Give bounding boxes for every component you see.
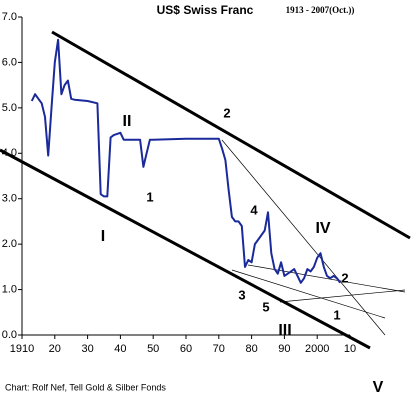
series-line — [30, 38, 342, 284]
annotation: 5 — [262, 299, 269, 314]
trend-line — [231, 269, 386, 319]
y-tick-label: 1.0 — [2, 283, 17, 295]
trend-lines — [0, 30, 411, 350]
y-tick-label: 5.0 — [2, 102, 17, 114]
chart-subtitle: 1913 - 2007(Oct.)) — [286, 5, 355, 15]
y-tick-label: 7.0 — [2, 11, 17, 23]
trend-line — [279, 289, 406, 303]
trend-line — [221, 139, 386, 336]
annotation: 4 — [250, 202, 258, 217]
chart-credit: Chart: Rolf Nef, Tell Gold & Silber Fond… — [5, 382, 166, 392]
annotation: V — [373, 379, 384, 396]
annotation: III — [278, 322, 291, 339]
trend-line — [51, 30, 411, 240]
x-tick-label: 80 — [245, 343, 257, 355]
trend-line — [0, 148, 371, 350]
annotation: IV — [315, 220, 330, 237]
x-tick-label: 90 — [278, 343, 290, 355]
annotation: 1 — [146, 189, 153, 204]
y-tick-label: 3.0 — [2, 193, 17, 205]
y-tick-label: 2.0 — [2, 238, 17, 250]
annotation: 1 — [333, 307, 340, 322]
x-tick-label: 70 — [213, 343, 225, 355]
y-tick-label: 0.0 — [2, 329, 17, 341]
x-tick-label: 40 — [114, 343, 126, 355]
x-tick-label: 60 — [180, 343, 192, 355]
x-tick-label: 30 — [81, 343, 93, 355]
annotation: 3 — [238, 287, 245, 302]
x-tick-label: 2000 — [305, 343, 329, 355]
x-tick-label: 10 — [344, 343, 356, 355]
x-tick-label: 20 — [49, 343, 61, 355]
annotation: I — [101, 228, 105, 245]
x-tick-label: 1910 — [10, 343, 34, 355]
chart-title: US$ Swiss Franc — [157, 3, 254, 17]
y-tick-label: 6.0 — [2, 56, 17, 68]
trend-line — [247, 264, 406, 293]
annotation: 2 — [223, 105, 230, 120]
annotation: II — [123, 113, 132, 130]
annotation: 2 — [341, 270, 348, 285]
y-tick-label: 4.0 — [2, 147, 17, 159]
x-tick-label: 50 — [147, 343, 159, 355]
